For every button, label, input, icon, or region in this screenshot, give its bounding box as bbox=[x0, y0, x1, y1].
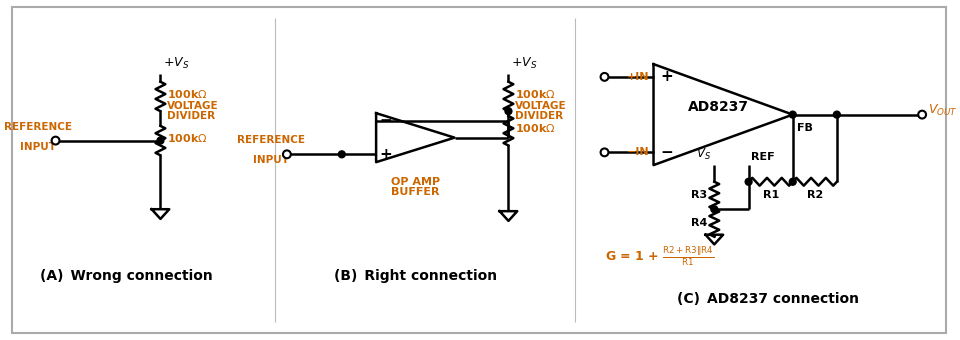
Text: DIVIDER: DIVIDER bbox=[167, 111, 215, 121]
Text: BUFFER: BUFFER bbox=[391, 187, 440, 197]
Text: INPUT: INPUT bbox=[20, 141, 56, 152]
Circle shape bbox=[338, 151, 346, 158]
Circle shape bbox=[283, 150, 291, 158]
Circle shape bbox=[710, 206, 718, 212]
Circle shape bbox=[789, 178, 796, 185]
Circle shape bbox=[745, 178, 752, 185]
Circle shape bbox=[601, 149, 609, 156]
Circle shape bbox=[789, 111, 796, 118]
Text: DIVIDER: DIVIDER bbox=[516, 111, 564, 121]
Text: 100k$\Omega$: 100k$\Omega$ bbox=[167, 132, 208, 144]
Text: (A) Wrong connection: (A) Wrong connection bbox=[39, 269, 212, 283]
Text: R2: R2 bbox=[806, 189, 823, 200]
Text: 100k$\Omega$: 100k$\Omega$ bbox=[516, 122, 556, 134]
Circle shape bbox=[505, 108, 512, 115]
Text: VOLTAGE: VOLTAGE bbox=[167, 101, 219, 111]
Text: INPUT: INPUT bbox=[253, 155, 289, 165]
Text: G = 1 + $\frac{\mathrm{R2 + R3\|R4}}{\mathrm{R1}}$: G = 1 + $\frac{\mathrm{R2 + R3\|R4}}{\ma… bbox=[605, 244, 714, 268]
Text: VOLTAGE: VOLTAGE bbox=[516, 101, 567, 111]
Circle shape bbox=[157, 137, 164, 144]
Text: AD8237: AD8237 bbox=[687, 100, 749, 114]
Text: $V_S$: $V_S$ bbox=[696, 147, 711, 162]
Text: R4: R4 bbox=[691, 218, 708, 228]
Text: OP AMP: OP AMP bbox=[391, 177, 440, 187]
Text: $V_{OUT}$: $V_{OUT}$ bbox=[928, 103, 958, 118]
Text: (B) Right connection: (B) Right connection bbox=[334, 269, 497, 283]
Text: (C) AD8237 connection: (C) AD8237 connection bbox=[677, 292, 859, 306]
Text: FB: FB bbox=[797, 123, 812, 133]
Circle shape bbox=[52, 137, 60, 144]
Text: REFERENCE: REFERENCE bbox=[4, 122, 72, 132]
Text: +: + bbox=[660, 69, 673, 84]
Circle shape bbox=[918, 111, 926, 119]
Text: 100k$\Omega$: 100k$\Omega$ bbox=[516, 87, 556, 100]
Text: $+V_S$: $+V_S$ bbox=[512, 56, 538, 71]
Text: +IN: +IN bbox=[627, 72, 650, 82]
Text: −: − bbox=[660, 145, 673, 160]
Text: REFERENCE: REFERENCE bbox=[237, 136, 305, 146]
Text: −IN: −IN bbox=[627, 147, 650, 157]
Circle shape bbox=[601, 73, 609, 81]
Text: R3: R3 bbox=[691, 190, 708, 201]
Text: −: − bbox=[379, 114, 393, 129]
Text: +: + bbox=[379, 147, 393, 162]
Text: REF: REF bbox=[751, 152, 774, 162]
Text: 100k$\Omega$: 100k$\Omega$ bbox=[167, 87, 208, 100]
Text: R1: R1 bbox=[762, 189, 779, 200]
Text: $+V_S$: $+V_S$ bbox=[163, 56, 190, 71]
Circle shape bbox=[833, 111, 840, 118]
